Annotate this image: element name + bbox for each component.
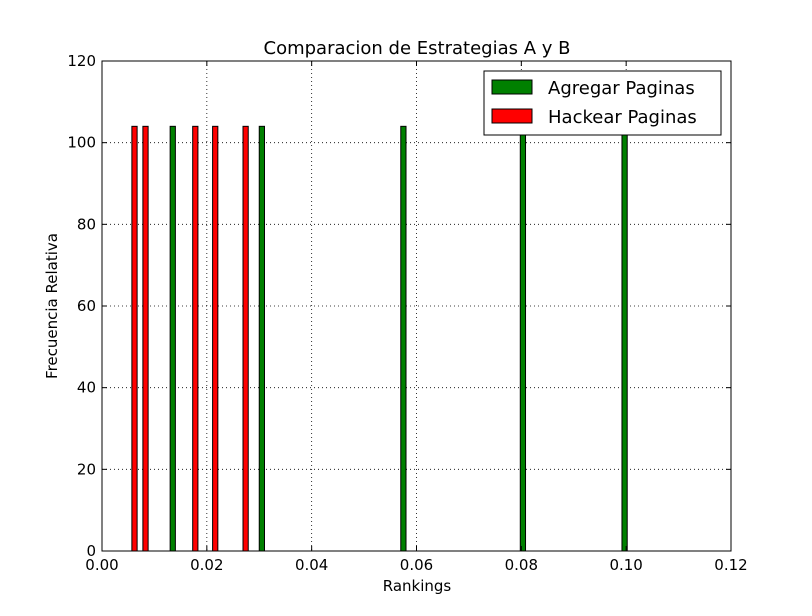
x-tick-label: 0.12 xyxy=(714,556,747,574)
x-tick-label: 0.08 xyxy=(505,556,538,574)
chart-title: Comparacion de Estrategias A y B xyxy=(264,38,571,59)
bar-agregar-paginas xyxy=(400,125,407,552)
y-tick-label: 40 xyxy=(77,379,96,397)
bar-hackear-paginas xyxy=(192,125,199,552)
bar-hackear-paginas xyxy=(142,125,149,552)
bar-agregar-paginas xyxy=(169,125,176,552)
bar-hackear-paginas xyxy=(212,125,219,552)
legend-label: Hackear Paginas xyxy=(548,107,697,128)
y-tick-label: 60 xyxy=(77,297,96,315)
bar-hackear-paginas xyxy=(131,125,138,552)
x-tick-label: 0.00 xyxy=(85,556,118,574)
bar-agregar-paginas xyxy=(519,125,527,552)
x-tick-label: 0.04 xyxy=(295,556,328,574)
legend-label: Agregar Paginas xyxy=(548,78,695,99)
y-tick-label: 120 xyxy=(67,52,96,70)
bar-agregar-paginas xyxy=(258,125,265,552)
bar-agregar-paginas xyxy=(621,125,628,552)
legend-swatch xyxy=(491,108,533,124)
plot-area: 0.00 0.02 0.04 0.06 0.08 0.10 0.12 0 20 40 60 80 100… xyxy=(67,52,747,574)
y-tick-label: 80 xyxy=(77,215,96,233)
x-tick-label: 0.02 xyxy=(190,556,223,574)
x-tick-label: 0.10 xyxy=(609,556,642,574)
x-axis-label: Rankings xyxy=(383,577,452,595)
y-tick-label: 20 xyxy=(77,460,96,478)
y-tick-label: 0 xyxy=(86,542,96,560)
legend: Agregar Paginas Hackear Paginas xyxy=(483,70,722,136)
bar-hackear-paginas xyxy=(242,125,249,552)
legend-swatch xyxy=(491,79,533,95)
y-tick-label: 100 xyxy=(67,134,96,152)
y-axis-label: Frecuencia Relativa xyxy=(43,233,61,379)
x-tick-label: 0.06 xyxy=(400,556,433,574)
